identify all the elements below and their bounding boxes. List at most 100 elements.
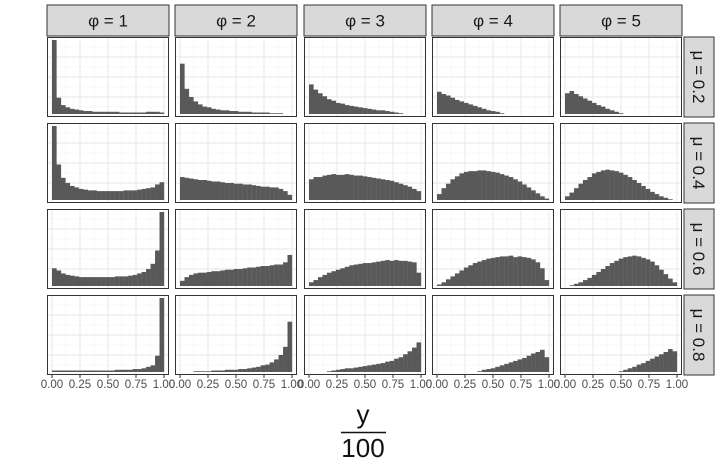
histogram-bar (668, 278, 673, 286)
histogram-bar (403, 354, 408, 372)
histogram-bar (146, 111, 151, 114)
histogram-bar (274, 264, 279, 286)
histogram-bar (184, 88, 190, 114)
x-tick-label: 0.50 (97, 379, 119, 391)
histogram-bar (105, 277, 111, 286)
histogram-bar (251, 267, 257, 286)
histogram-bar (69, 275, 75, 286)
histogram-bar (155, 250, 160, 286)
histogram-bar (499, 113, 505, 114)
histogram-bar (159, 212, 165, 286)
column-strip-3: φ = 3 (303, 4, 427, 37)
histogram-bar (242, 184, 248, 200)
histogram-bar (150, 187, 156, 200)
histogram-bar (92, 111, 97, 114)
panel-border (560, 123, 682, 203)
column-strip-background (303, 4, 427, 37)
histogram-bar (609, 170, 615, 200)
panel-border (304, 123, 426, 203)
histogram-bar (623, 369, 628, 372)
histogram-bar (251, 185, 257, 200)
histogram-bar (416, 342, 422, 372)
histogram-bar (180, 177, 185, 200)
histogram-bar (283, 191, 288, 200)
histogram-bar (114, 191, 120, 200)
column-strip-background (174, 4, 298, 37)
histogram-bar (188, 96, 194, 114)
histogram-bar (650, 358, 655, 372)
x-tick-label: 0.75 (382, 379, 404, 391)
row-strip-background (683, 208, 715, 290)
histogram-bar (251, 112, 257, 114)
histogram-bar (582, 98, 588, 114)
histogram-bar (87, 277, 93, 286)
histogram-bar (331, 100, 337, 114)
x-axis-label: y 100 (341, 399, 386, 463)
histogram-bar (52, 126, 57, 200)
histogram-bar (322, 175, 328, 200)
x-tick-label: 0.50 (354, 379, 376, 391)
panel-border (47, 37, 169, 117)
histogram-bar (105, 111, 111, 114)
histogram-bar (481, 260, 487, 286)
histogram-bar (265, 112, 270, 114)
histogram-bar (645, 259, 651, 286)
histogram-bar (403, 260, 408, 286)
histogram-bar (193, 273, 199, 286)
histogram-bar (459, 101, 465, 114)
histogram-bar (389, 360, 395, 372)
histogram-bar (441, 282, 447, 286)
histogram-bar (535, 352, 541, 372)
x-axis-label-denominator: 100 (341, 433, 384, 463)
histogram-bar (596, 171, 601, 200)
histogram-bar (119, 112, 124, 114)
histogram-bar (380, 363, 386, 372)
histogram-bar (159, 298, 165, 372)
histogram-bar (454, 99, 460, 114)
histogram-bar (110, 191, 115, 200)
histogram-bar (206, 271, 212, 286)
histogram-bar (69, 185, 75, 200)
histogram-bar (197, 272, 203, 286)
histogram-bar (490, 368, 496, 372)
x-tick-label: 0.00 (169, 379, 191, 391)
histogram-bar (283, 346, 288, 372)
panel-border (432, 123, 554, 203)
histogram-bar (188, 178, 194, 200)
histogram-bar (486, 110, 491, 114)
histogram-bar (663, 352, 669, 372)
x-axis-col-4: 0.00 0.25 0.50 0.75 1.00 (426, 375, 560, 391)
panel-border (175, 123, 297, 203)
histogram-bar (495, 111, 500, 114)
histogram-bar (472, 105, 478, 114)
x-axis-col-5: 0.00 0.25 0.50 0.75 1.00 (554, 375, 688, 391)
histogram-bar (110, 111, 115, 114)
histogram-bar (287, 321, 293, 372)
histogram-bar (335, 102, 341, 114)
histogram-bar (544, 198, 550, 200)
histogram-bar (459, 270, 465, 286)
histogram-bar (52, 370, 57, 372)
histogram-bar (645, 188, 651, 200)
histogram-bar (193, 179, 199, 200)
row-strip-label: μ = 0.8 (689, 309, 708, 362)
histogram-bar (407, 261, 413, 286)
x-tick-label: 0.75 (510, 379, 532, 391)
histogram-bar (618, 258, 624, 286)
histogram-bar (92, 370, 97, 372)
histogram-bar (371, 262, 377, 286)
histogram-bar (437, 194, 442, 200)
panel-r1-c3 (304, 37, 426, 117)
histogram-bar (522, 257, 527, 286)
histogram-bar (659, 196, 664, 200)
histogram-bar (544, 357, 550, 372)
histogram-bar (247, 267, 252, 286)
histogram-bar (544, 280, 550, 286)
histogram-bar (101, 191, 106, 200)
histogram-bar (260, 112, 266, 114)
histogram-bar (636, 364, 642, 372)
histogram-bar (445, 183, 451, 200)
x-tick-label: 0.25 (326, 379, 348, 391)
histogram-bar (137, 112, 142, 114)
histogram-bar (472, 263, 478, 286)
